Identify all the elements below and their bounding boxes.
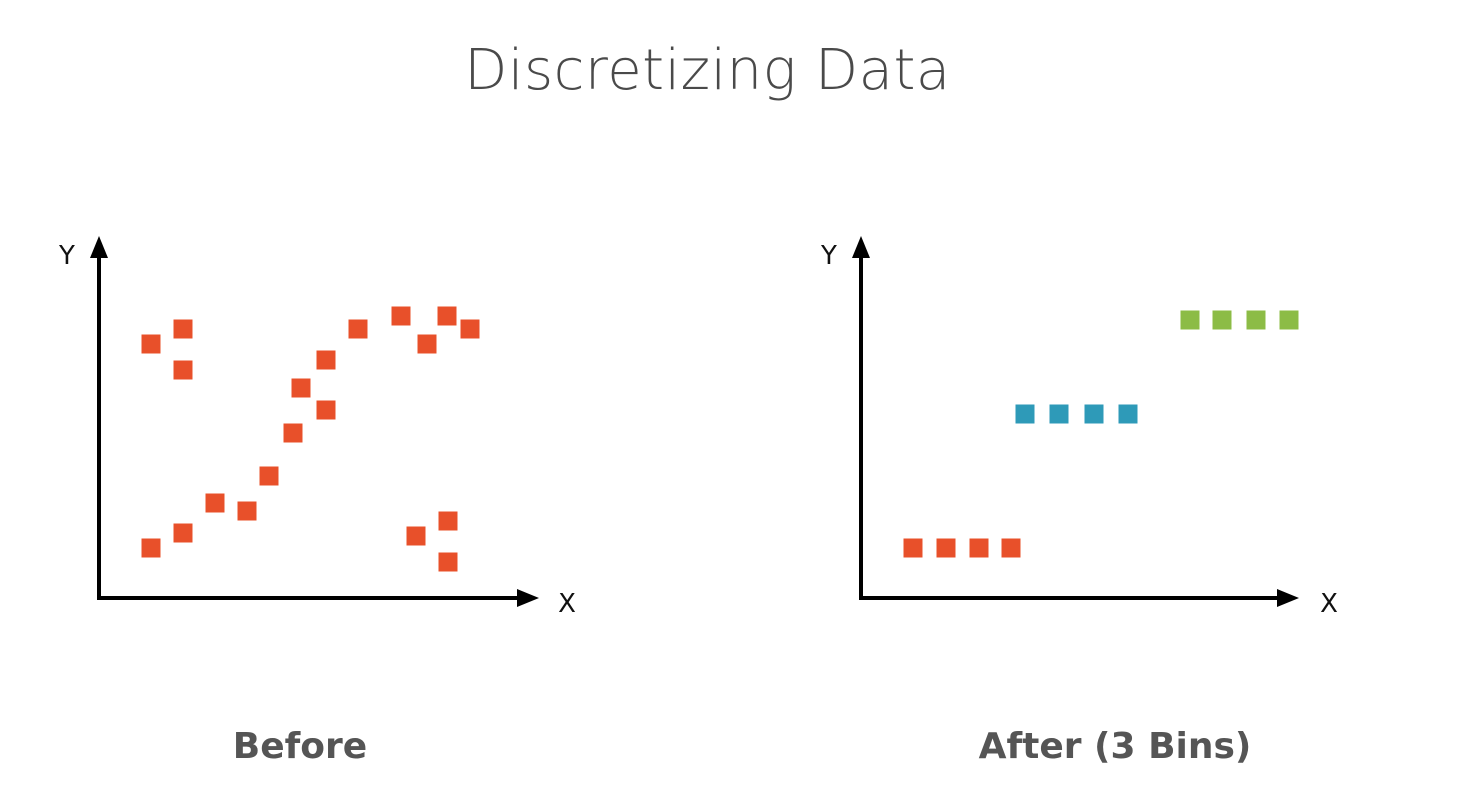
bin-2-point [1084, 404, 1104, 424]
scatter-point [259, 466, 279, 486]
before-y-axis-arrow [90, 236, 108, 258]
after-x-axis-arrow [1277, 589, 1299, 607]
scatter-point [316, 400, 336, 420]
scatter-point [173, 319, 193, 339]
scatter-point [173, 360, 193, 380]
scatter-point [406, 526, 426, 546]
bin-3-point [1246, 310, 1266, 330]
after-caption: After (3 Bins) [978, 726, 1252, 767]
after-y-axis-arrow [852, 236, 870, 258]
slide-title: Discretizing Data [464, 38, 951, 103]
after-binned-points [903, 310, 1299, 558]
scatter-point [438, 552, 458, 572]
scatter-point [438, 511, 458, 531]
bin-3-point [1212, 310, 1232, 330]
scatter-point [417, 334, 437, 354]
bin-2-point [1118, 404, 1138, 424]
before-scatter-points [141, 306, 480, 572]
bin-1-point [936, 538, 956, 558]
before-x-axis-arrow [517, 589, 539, 607]
scatter-point [348, 319, 368, 339]
scatter-point [237, 501, 257, 521]
before-y-axis-label: Y [58, 241, 75, 271]
after-axes: Y X [820, 236, 1338, 619]
scatter-point [141, 334, 161, 354]
scatter-point [437, 306, 457, 326]
bin-2-point [1015, 404, 1035, 424]
scatter-point [460, 319, 480, 339]
bin-1-point [903, 538, 923, 558]
before-axes: Y X [58, 236, 576, 619]
scatter-point [205, 493, 225, 513]
bin-3-point [1279, 310, 1299, 330]
bin-3-point [1180, 310, 1200, 330]
bin-1-point [969, 538, 989, 558]
scatter-point [291, 378, 311, 398]
before-caption: Before [232, 726, 368, 767]
scatter-point [316, 350, 336, 370]
scatter-point [141, 538, 161, 558]
bin-2-point [1049, 404, 1069, 424]
scatter-point [173, 523, 193, 543]
bin-1-point [1001, 538, 1021, 558]
before-x-axis-label: X [558, 589, 576, 619]
after-x-axis-label: X [1320, 589, 1338, 619]
scatter-point [391, 306, 411, 326]
scatter-point [283, 423, 303, 443]
after-y-axis-label: Y [820, 241, 837, 271]
